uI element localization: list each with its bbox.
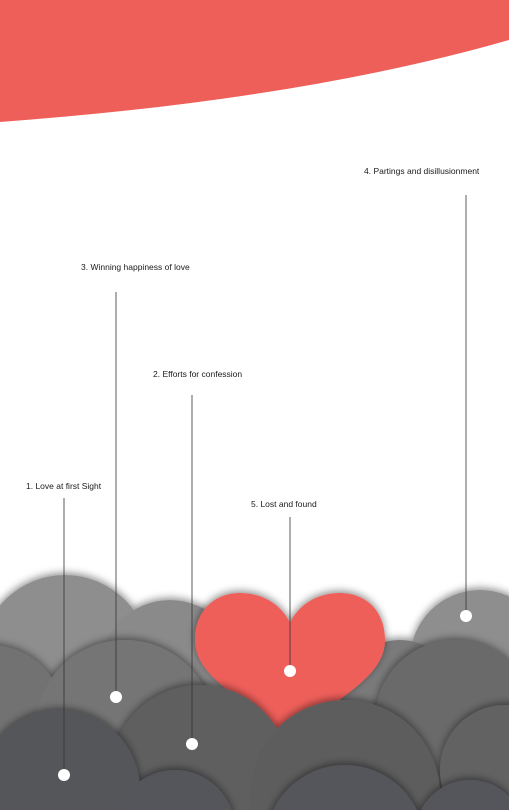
stage-2-marker (186, 738, 198, 750)
stage-3-marker (110, 691, 122, 703)
cloud-layer-front (0, 710, 509, 810)
stage-5-label: 5. Lost and found (251, 499, 317, 509)
stage-4-marker (460, 610, 472, 622)
stage-1-label: 1. Love at first Sight (26, 481, 102, 491)
stage-2-label: 2. Efforts for confession (153, 369, 243, 379)
stage-4-label: 4. Partings and disillusionment (364, 166, 480, 176)
top-red-swoosh (0, 0, 509, 122)
stage-5-marker (284, 665, 296, 677)
stage-1-marker (58, 769, 70, 781)
stage-3-label: 3. Winning happiness of love (81, 262, 190, 272)
